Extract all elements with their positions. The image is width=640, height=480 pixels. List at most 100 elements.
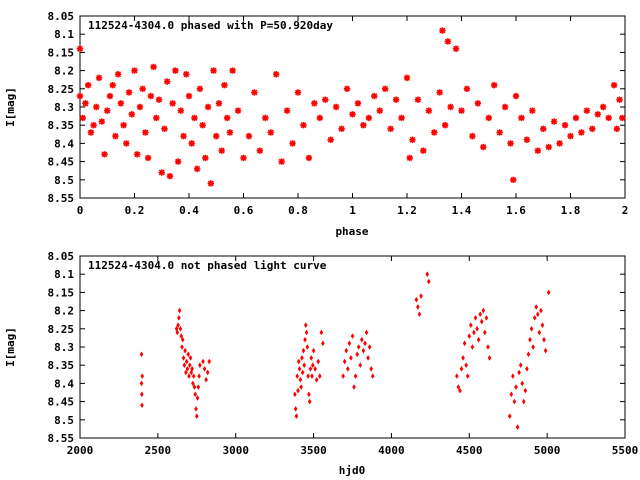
- data-point: [367, 344, 372, 350]
- data-point: [523, 136, 531, 143]
- y-tick-label: 8.55: [48, 432, 75, 445]
- data-point: [196, 384, 201, 390]
- data-point: [194, 413, 199, 419]
- data-point: [155, 96, 163, 103]
- data-point: [309, 355, 314, 361]
- data-point: [321, 340, 325, 347]
- data-point: [511, 373, 515, 379]
- data-point: [207, 180, 214, 187]
- data-point: [187, 362, 192, 368]
- data-point: [293, 406, 298, 412]
- data-point: [185, 92, 193, 100]
- data-point: [82, 100, 89, 107]
- data-point: [251, 89, 258, 96]
- data-point: [190, 366, 194, 372]
- data-point: [543, 347, 548, 354]
- data-point: [512, 398, 517, 405]
- data-point: [491, 81, 498, 89]
- data-point: [420, 147, 427, 154]
- data-point: [202, 366, 207, 372]
- x-tick-label: 1.6: [506, 204, 526, 217]
- data-point: [278, 158, 285, 165]
- data-point: [153, 114, 160, 122]
- data-point: [299, 384, 303, 390]
- data-point: [475, 326, 479, 332]
- data-point: [176, 322, 180, 328]
- data-point: [452, 45, 460, 52]
- data-point: [414, 96, 422, 103]
- data-point: [229, 67, 236, 74]
- data-point: [207, 358, 212, 365]
- data-point: [458, 387, 462, 394]
- data-point: [509, 391, 514, 398]
- data-point: [218, 147, 225, 154]
- data-point: [343, 85, 351, 92]
- data-point: [302, 362, 307, 368]
- data-point: [465, 373, 470, 379]
- data-point: [306, 373, 310, 379]
- data-point: [187, 373, 191, 379]
- x-tick-label: 3500: [300, 444, 327, 457]
- data-point: [605, 114, 612, 122]
- x-tick-label: 0: [77, 204, 84, 217]
- data-point: [526, 351, 531, 358]
- data-point: [177, 107, 185, 114]
- data-point: [458, 107, 465, 114]
- data-point: [221, 81, 228, 89]
- data-point: [120, 122, 127, 129]
- data-point: [131, 67, 138, 74]
- axis-ticks: 2000 2500 3000 3500 4000 4500 5000 5500 8.05 8.1 8…: [48, 250, 639, 457]
- data-point: [303, 336, 307, 343]
- data-point: [427, 278, 431, 285]
- data-point: [476, 336, 481, 343]
- data-point: [307, 398, 312, 405]
- data-point: [305, 154, 313, 162]
- data-point: [194, 406, 198, 412]
- data-point: [507, 413, 512, 419]
- data-point: [139, 85, 146, 92]
- data-point: [215, 100, 223, 107]
- x-tick-label: 2000: [67, 444, 94, 457]
- data-point: [191, 114, 198, 122]
- data-point: [600, 103, 607, 111]
- data-point: [112, 132, 119, 140]
- data-point: [183, 347, 187, 354]
- data-point: [387, 125, 394, 133]
- x-tick-label: 2: [622, 204, 629, 217]
- data-point: [310, 362, 315, 368]
- data-point: [332, 103, 340, 111]
- data-point: [262, 114, 269, 122]
- data-point: [540, 322, 545, 328]
- data-point: [349, 111, 356, 118]
- data-point: [474, 100, 482, 107]
- data-point: [283, 107, 291, 114]
- data-point: [472, 329, 476, 336]
- y-tick-label: 8.1: [54, 28, 74, 41]
- data-point: [191, 380, 195, 387]
- data-point: [431, 129, 438, 136]
- data-point: [347, 340, 352, 347]
- data-point: [223, 114, 231, 122]
- data-point: [392, 96, 400, 103]
- data-point: [140, 391, 144, 398]
- data-point: [496, 129, 503, 136]
- data-point: [510, 176, 517, 183]
- unphased-light-curve-panel: 112524-4304.0 not phased light curve hjd…: [4, 250, 638, 477]
- y-tick-label: 8.05: [48, 250, 75, 263]
- y-tick-label: 8.55: [48, 192, 75, 205]
- data-point: [361, 347, 366, 354]
- data-point: [125, 89, 133, 96]
- y-tick-label: 8.3: [54, 101, 74, 114]
- data-point: [403, 74, 411, 82]
- data-point: [205, 369, 210, 376]
- data-point: [479, 318, 484, 325]
- y-tick-label: 8.4: [54, 137, 74, 150]
- data-point: [140, 402, 144, 409]
- data-point: [376, 107, 383, 114]
- data-point: [117, 100, 125, 107]
- data-point: [556, 140, 563, 147]
- data-point: [369, 366, 373, 372]
- data-point: [136, 103, 144, 111]
- data-point: [358, 362, 363, 368]
- data-point: [186, 351, 191, 358]
